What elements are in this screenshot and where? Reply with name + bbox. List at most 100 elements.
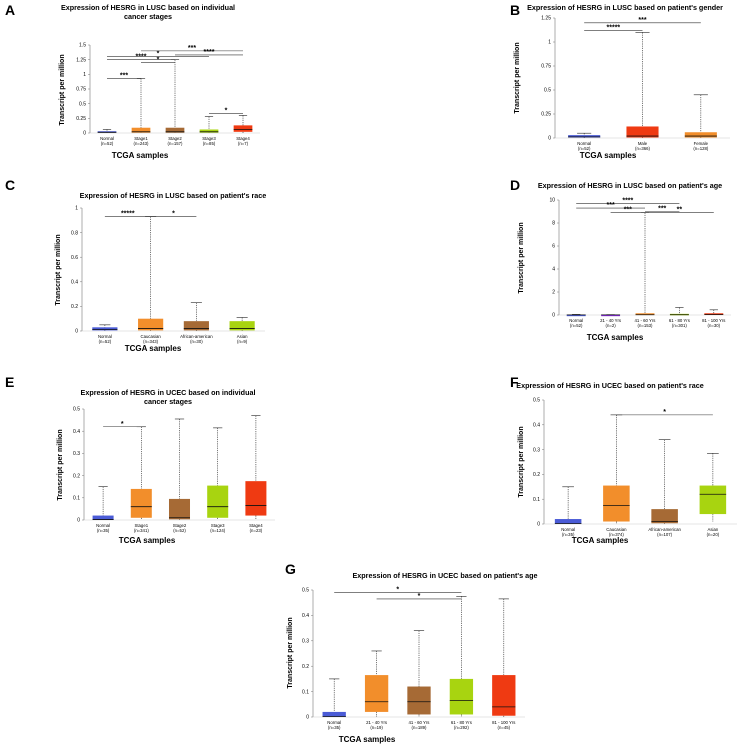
panel-label: C <box>5 177 15 193</box>
category-count: (n=19) <box>370 725 383 730</box>
box-stage1 <box>131 78 151 133</box>
x-axis-label: TCGA samples <box>587 333 644 342</box>
box-body <box>635 313 655 315</box>
box-body <box>651 509 678 524</box>
significance-label: *** <box>607 202 615 209</box>
box-asian <box>699 453 727 522</box>
box-stage1 <box>130 426 152 520</box>
significance-label: **** <box>136 54 147 61</box>
y-tick-label: 0.1 <box>73 496 80 502</box>
box-body <box>364 675 389 712</box>
y-tick-label: 0.5 <box>302 588 309 594</box>
box-normal <box>92 486 114 520</box>
category-label: Stage4 <box>236 136 250 141</box>
category-count: (n=366) <box>635 146 650 151</box>
y-tick-label: 0.3 <box>73 451 80 457</box>
y-tick-label: 10 <box>549 198 555 204</box>
y-tick-label: 0.2 <box>73 473 80 479</box>
y-tick-label: 0.25 <box>76 116 86 122</box>
category-count: (n=292) <box>454 725 469 730</box>
y-axis-label: Transcript per million <box>55 234 62 305</box>
category-count: (n=45) <box>498 725 511 730</box>
y-tick-label: 0.2 <box>533 472 540 478</box>
significance-label: *** <box>624 207 632 214</box>
significance-label: * <box>663 409 666 416</box>
category-label: Stage2 <box>173 523 187 528</box>
y-tick-label: 0.4 <box>73 429 80 435</box>
box-normal <box>568 132 601 138</box>
category-count: (n=20) <box>707 532 720 537</box>
box-male <box>626 32 659 138</box>
significance-label: *** <box>120 72 128 79</box>
category-label: Female <box>694 141 709 146</box>
y-axis-label: Transcript per million <box>518 426 525 497</box>
panel-g: G Expression of HESRG in UCEC based on pa… <box>285 561 538 744</box>
panel-title: Expression of HESRG in LUSC based on pat… <box>527 3 723 12</box>
category-label: Normal <box>100 136 114 141</box>
panel-a: A Expression of HESRG in LUSC based on in… <box>5 2 260 160</box>
y-tick-label: 0.75 <box>541 64 551 70</box>
significance-label: * <box>121 421 124 428</box>
y-tick-label: 0.5 <box>79 101 86 107</box>
box-41-60-yrs <box>407 630 431 717</box>
significance-label: * <box>157 51 160 58</box>
x-axis-label: TCGA samples <box>125 344 182 353</box>
box-body <box>566 314 586 317</box>
y-tick-label: 0 <box>552 313 555 319</box>
category-count: (n=128) <box>693 146 708 151</box>
significance-label: **** <box>204 49 215 56</box>
category-count: (n=341) <box>134 528 149 533</box>
category-label: Stage3 <box>211 523 225 528</box>
category-count: (n=243) <box>134 141 149 146</box>
box-body <box>704 313 724 315</box>
panel-title: Expression of HESRG in UCEC based on pat… <box>516 381 703 390</box>
y-axis-label: Transcript per million <box>57 429 64 500</box>
category-count: (n=52) <box>578 146 591 151</box>
category-count: (n=301) <box>672 323 687 328</box>
y-axis-label: Transcript per million <box>59 54 66 125</box>
box-female <box>684 94 717 138</box>
panel-d: D Expression of HESRG in LUSC based on pa… <box>510 177 731 342</box>
box-21-40-yrs <box>601 314 621 317</box>
y-tick-label: 0.3 <box>302 639 309 645</box>
panel-label: A <box>5 2 15 18</box>
y-tick-label: 0 <box>77 518 80 524</box>
category-count: (n=153) <box>638 323 653 328</box>
significance-label: * <box>418 593 421 600</box>
y-tick-label: 1.25 <box>541 16 551 22</box>
panel-b: B Expression of HESRG in LUSC based on pa… <box>510 2 730 160</box>
y-tick-label: 0.5 <box>73 407 80 413</box>
category-label: Male <box>638 141 648 146</box>
box-stage4 <box>233 115 253 133</box>
significance-label: *** <box>658 206 666 213</box>
y-axis-label: Transcript per million <box>518 222 525 293</box>
y-tick-label: 0 <box>306 715 309 721</box>
panel-label: E <box>5 374 14 390</box>
box-body <box>554 519 582 524</box>
box-stage4 <box>245 415 267 520</box>
significance-label: *** <box>638 17 646 24</box>
box-61-80-yrs <box>449 596 474 717</box>
box-body <box>492 675 516 716</box>
box-body <box>601 314 621 317</box>
box-stage2 <box>165 59 185 133</box>
box-body <box>603 485 630 522</box>
box-normal <box>554 486 582 524</box>
category-label: Stage1 <box>134 136 148 141</box>
category-count: (n=374) <box>609 532 624 537</box>
category-count: (n=23) <box>250 528 263 533</box>
x-axis-label: TCGA samples <box>112 151 169 160</box>
y-tick-label: 0.1 <box>302 689 309 695</box>
box-body <box>92 515 114 520</box>
y-tick-label: 8 <box>552 221 555 227</box>
category-count: (n=189) <box>412 725 427 730</box>
category-label: Caucasian <box>140 334 161 339</box>
category-label: Asian <box>708 527 719 532</box>
panel-title: Expression of HESRG in LUSC based on pat… <box>80 191 267 200</box>
box-caucasian <box>603 414 630 524</box>
y-tick-label: 0 <box>548 136 551 142</box>
y-tick-label: 0 <box>83 131 86 137</box>
significance-label: *** <box>188 45 196 52</box>
y-tick-label: 2 <box>552 290 555 296</box>
box-21-40-yrs <box>364 650 389 717</box>
